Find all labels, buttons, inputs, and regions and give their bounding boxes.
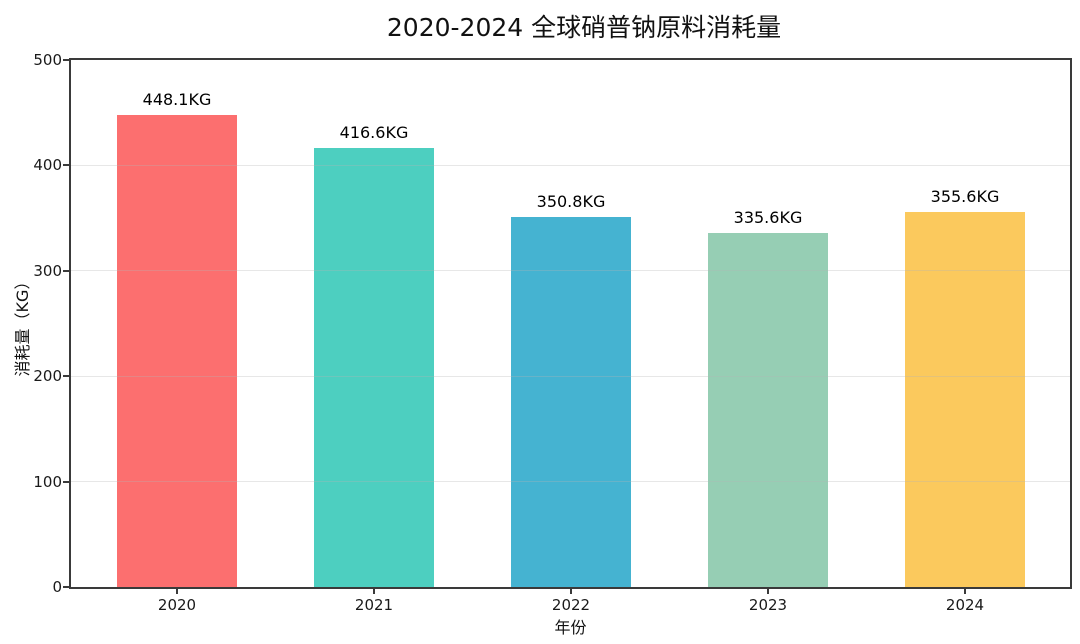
gridline	[71, 164, 1070, 167]
y-tick-mark	[63, 164, 71, 167]
x-tick-label: 2023	[748, 596, 788, 614]
x-tick-label: 2020	[157, 596, 197, 614]
bar-2021	[314, 147, 434, 587]
bar-2020	[117, 114, 237, 587]
x-tick-mark	[373, 587, 375, 594]
plot-area: 448.1KG 416.6KG 350.8KG 335.6KG 355.6KG	[71, 60, 1070, 587]
bar-value-label: 448.1KG	[142, 89, 212, 109]
bars-layer: 448.1KG 416.6KG 350.8KG 335.6KG 355.6KG	[71, 60, 1070, 587]
gridline	[71, 375, 1070, 377]
y-tick-label: 100	[33, 472, 62, 491]
y-tick-mark	[63, 375, 71, 378]
x-tick-label: 2024	[945, 596, 985, 614]
x-tick-mark	[176, 587, 178, 594]
bar-value-label: 350.8KG	[536, 192, 606, 212]
bar-value-label: 335.6KG	[733, 208, 803, 228]
bar-2023	[708, 233, 828, 587]
gridline	[71, 270, 1070, 272]
x-tick-mark	[964, 587, 966, 594]
chart-title: 2020-2024 全球硝普钠原料消耗量	[386, 13, 782, 42]
x-tick-mark	[570, 587, 572, 594]
y-tick-label: 500	[33, 51, 62, 69]
y-tick-mark	[63, 269, 71, 272]
x-axis-label: 年份	[554, 618, 587, 637]
y-tick-label: 200	[33, 367, 62, 386]
bar-2022	[511, 217, 631, 587]
bar-value-label: 416.6KG	[339, 122, 409, 142]
x-tick-label: 2022	[551, 596, 591, 614]
bar-2024	[905, 212, 1025, 587]
x-tick-mark	[767, 587, 769, 594]
y-tick-mark	[63, 59, 71, 61]
bar-value-label: 355.6KG	[930, 187, 1000, 207]
y-axis-label: 消耗量（KG）	[13, 273, 32, 377]
y-tick-mark	[63, 480, 71, 483]
x-tick-label: 2021	[354, 596, 394, 614]
y-tick-label: 400	[33, 156, 62, 175]
y-tick-label: 0	[52, 578, 62, 596]
grid-layer	[71, 60, 1070, 587]
y-tick-label: 300	[33, 261, 62, 280]
gridline	[71, 480, 1070, 483]
y-tick-mark	[63, 586, 71, 588]
